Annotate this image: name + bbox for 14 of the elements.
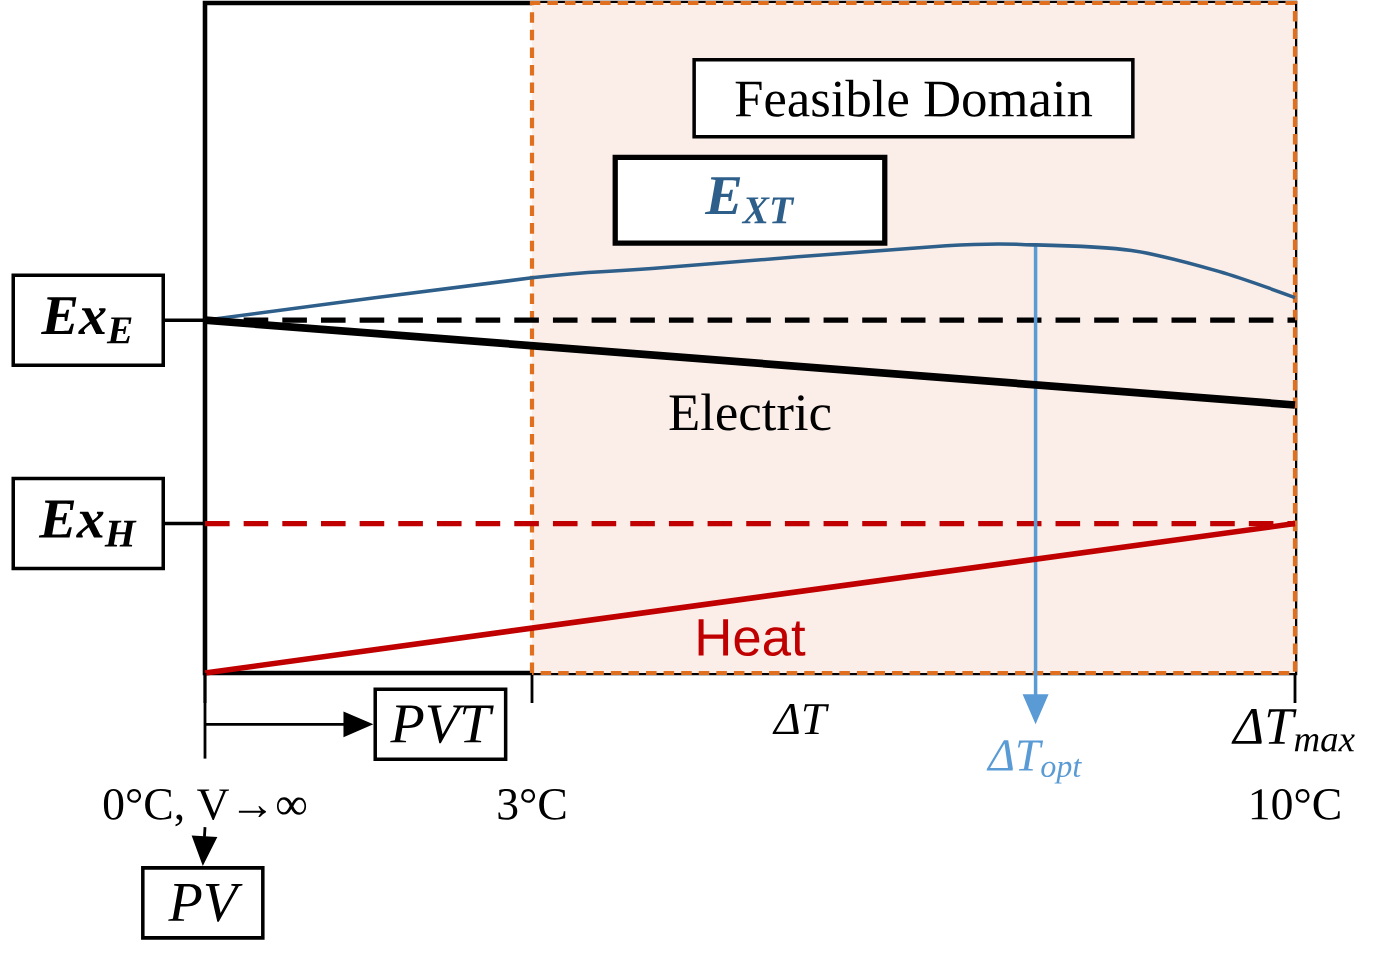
band-label: Feasible Domain [735,79,1093,117]
series-label: Electric [669,393,831,431]
ref-line-label: Ex$_{E}$ [41,297,132,344]
x-tick-label: 3°C [498,788,566,820]
x-tick-label: 0°C, V→∞ [103,788,307,827]
text: PVT [390,705,494,744]
ref-line-label: ΔT$_{opt}$ [986,740,1082,784]
series-label: E$_{XT}$ [704,177,795,224]
x-tick-label: 10°C [1251,788,1340,820]
text: PV [168,884,243,922]
annotation: ΔT$_{max}$ [1231,708,1355,752]
x-axis-title: ΔT [772,703,829,735]
ref-line-label: Ex$_{H}$ [38,500,137,547]
series-label: Heat [698,619,806,656]
